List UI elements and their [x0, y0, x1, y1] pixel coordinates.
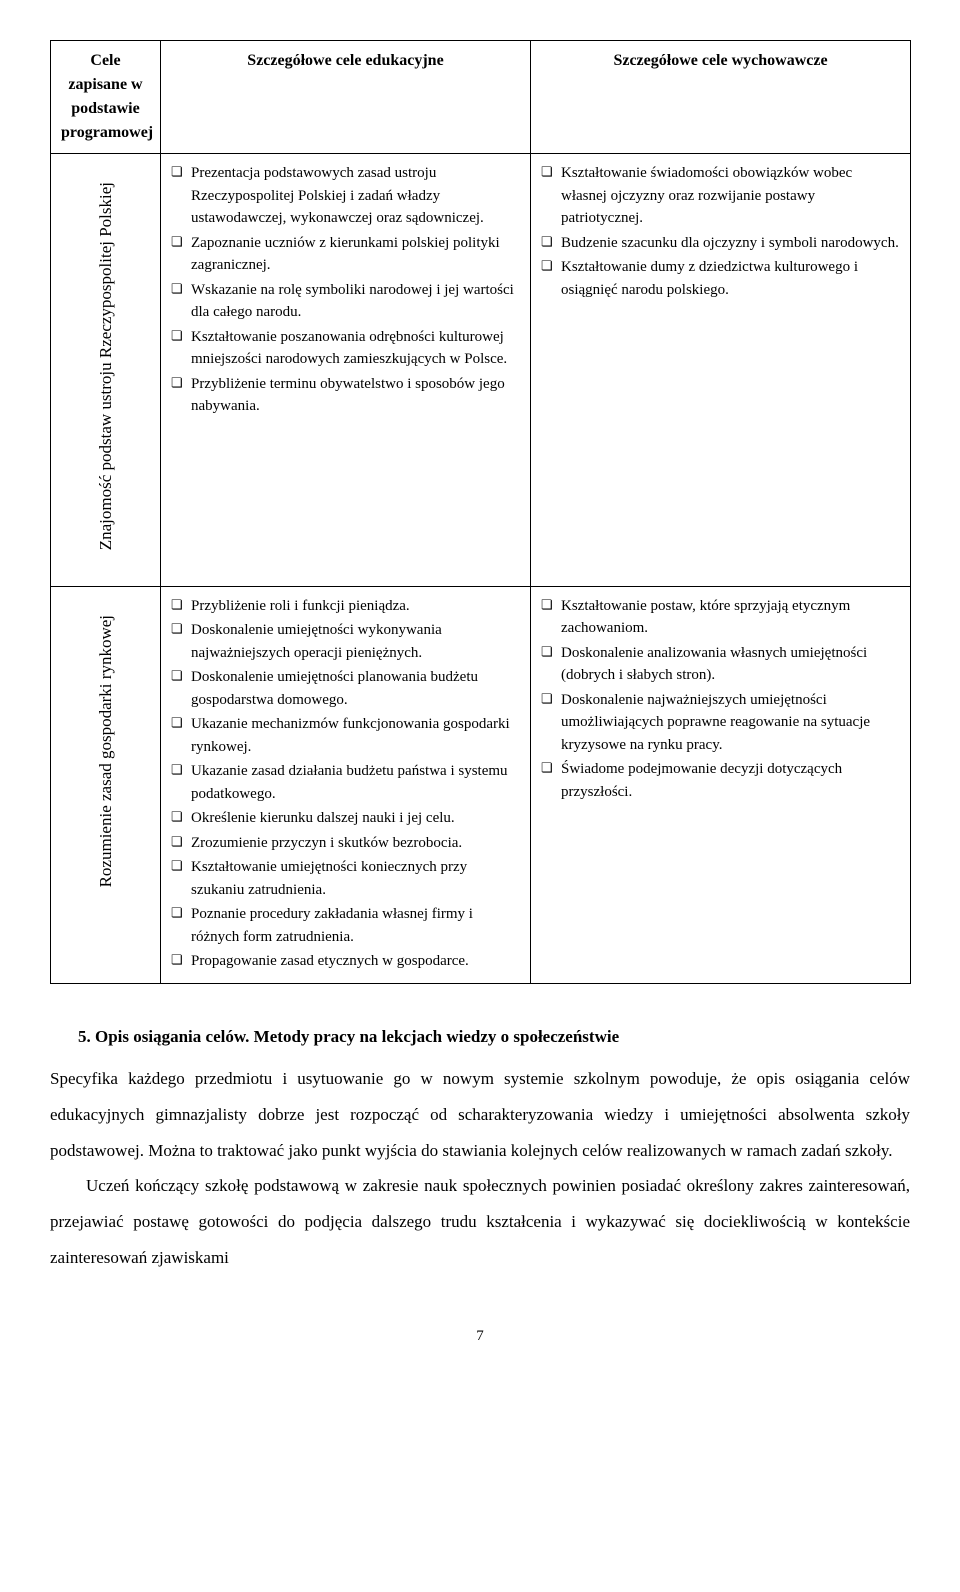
list-item: Kształtowanie dumy z dziedzictwa kulturo… [541, 256, 900, 301]
list-item: Doskonalenie najważniejszych umiejętnośc… [541, 689, 900, 757]
paragraph-2: Uczeń kończący szkołę podstawową w zakre… [50, 1168, 910, 1275]
list-item: Zrozumienie przyczyn i skutków bezroboci… [171, 832, 520, 855]
list-item: Doskonalenie umiejętności wykonywania na… [171, 619, 520, 664]
list-item: Kształtowanie świadomości obowiązków wob… [541, 162, 900, 230]
row2-edu-list: Przybliżenie roli i funkcji pieniądza. D… [171, 595, 520, 973]
table-row: Znajomość podstaw ustroju Rzeczypospolit… [51, 154, 911, 587]
list-item: Kształtowanie umiejętności koniecznych p… [171, 856, 520, 901]
row1-edu-list: Prezentacja podstawowych zasad ustroju R… [171, 162, 520, 418]
table-row: Rozumienie zasad gospodarki rynkowej Prz… [51, 586, 911, 983]
header-col3: Szczegółowe cele wychowawcze [531, 41, 911, 154]
list-item: Propagowanie zasad etycznych w gospodarc… [171, 950, 520, 973]
list-item: Poznanie procedury zakładania własnej fi… [171, 903, 520, 948]
list-item: Prezentacja podstawowych zasad ustroju R… [171, 162, 520, 230]
list-item: Kształtowanie poszanowania odrębności ku… [171, 326, 520, 371]
list-item: Świadome podejmowanie decyzji dotyczącyc… [541, 758, 900, 803]
row2-label: Rozumienie zasad gospodarki rynkowej [93, 595, 119, 907]
row1-wych-list: Kształtowanie świadomości obowiązków wob… [541, 162, 900, 301]
list-item: Ukazanie zasad działania budżetu państwa… [171, 760, 520, 805]
body-text: Specyfika każdego przedmiotu i usytuowan… [50, 1061, 910, 1275]
list-item: Kształtowanie postaw, które sprzyjają et… [541, 595, 900, 640]
list-item: Doskonalenie umiejętności planowania bud… [171, 666, 520, 711]
table-header-row: Cele zapisane w podstawie programowej Sz… [51, 41, 911, 154]
row2-label-cell: Rozumienie zasad gospodarki rynkowej [51, 586, 161, 983]
row1-label: Znajomość podstaw ustroju Rzeczypospolit… [93, 162, 119, 570]
curriculum-table: Cele zapisane w podstawie programowej Sz… [50, 40, 911, 984]
row2-wych-list: Kształtowanie postaw, które sprzyjają et… [541, 595, 900, 804]
section-heading: 5. Opis osiągania celów. Metody pracy na… [78, 1024, 910, 1050]
header-col1: Cele zapisane w podstawie programowej [51, 41, 161, 154]
row2-wych-cell: Kształtowanie postaw, które sprzyjają et… [531, 586, 911, 983]
list-item: Wskazanie na rolę symboliki narodowej i … [171, 279, 520, 324]
row1-label-cell: Znajomość podstaw ustroju Rzeczypospolit… [51, 154, 161, 587]
list-item: Określenie kierunku dalszej nauki i jej … [171, 807, 520, 830]
header-col2: Szczegółowe cele edukacyjne [161, 41, 531, 154]
list-item: Zapoznanie uczniów z kierunkami polskiej… [171, 232, 520, 277]
list-item: Przybliżenie roli i funkcji pieniądza. [171, 595, 520, 618]
row1-edu-cell: Prezentacja podstawowych zasad ustroju R… [161, 154, 531, 587]
paragraph-1: Specyfika każdego przedmiotu i usytuowan… [50, 1061, 910, 1168]
row1-wych-cell: Kształtowanie świadomości obowiązków wob… [531, 154, 911, 587]
list-item: Przybliżenie terminu obywatelstwo i spos… [171, 373, 520, 418]
list-item: Doskonalenie analizowania własnych umiej… [541, 642, 900, 687]
page-number: 7 [50, 1325, 910, 1348]
list-item: Ukazanie mechanizmów funkcjonowania gosp… [171, 713, 520, 758]
row2-edu-cell: Przybliżenie roli i funkcji pieniądza. D… [161, 586, 531, 983]
list-item: Budzenie szacunku dla ojczyzny i symboli… [541, 232, 900, 255]
